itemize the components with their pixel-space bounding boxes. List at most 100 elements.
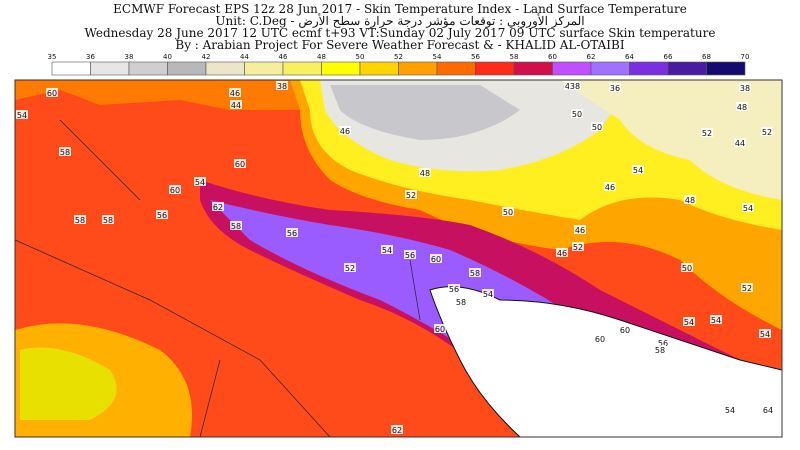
temperature-label: 60 <box>235 160 245 169</box>
temperature-label: 50 <box>682 264 692 273</box>
unit-line: Unit: C.Deg - المركز الأوروبي : توقعات م… <box>215 13 584 28</box>
colorbar-cell <box>90 61 130 76</box>
temperature-label: 46 <box>340 127 350 136</box>
label-box <box>74 215 86 224</box>
temperature-label: 62 <box>213 203 223 212</box>
colorbar-tick-label: 48 <box>317 53 326 61</box>
label-box <box>569 81 581 90</box>
label-box <box>657 338 669 347</box>
map-area: 3846444238363848505052525444464846464854… <box>14 79 783 438</box>
temperature-label: 52 <box>702 129 712 138</box>
temperature-label: 56 <box>157 211 167 220</box>
colorbar-tick-label: 42 <box>202 53 211 61</box>
temperature-label: 52 <box>406 191 416 200</box>
temperature-label: 60 <box>620 326 630 335</box>
temperature-label: 58 <box>470 269 480 278</box>
temperature-label: 52 <box>573 243 583 252</box>
label-box <box>276 81 288 90</box>
temperature-label: 50 <box>592 123 602 132</box>
label-box <box>742 203 754 212</box>
temperature-label: 52 <box>762 128 772 137</box>
label-box <box>156 210 168 219</box>
temperature-label: 50 <box>503 208 513 217</box>
colorbar-cell <box>205 61 245 76</box>
label-box <box>734 138 746 147</box>
temperature-label: 54 <box>633 166 643 175</box>
label-box <box>684 195 696 204</box>
colorbar-tick-label: 54 <box>433 53 442 61</box>
label-box <box>681 263 693 272</box>
colorbar-tick-label: 44 <box>240 53 249 61</box>
label-box <box>430 254 442 263</box>
header: ECMWF Forecast EPS 12z 28 Jun 2017 - Ski… <box>85 2 716 52</box>
temperature-label: 54 <box>684 318 694 327</box>
label-box <box>391 425 403 434</box>
colorbar-cell <box>321 61 361 76</box>
colorbar-cell <box>436 61 476 76</box>
colorbar-tick-label: 62 <box>587 53 596 61</box>
label-box <box>571 109 583 118</box>
temperature-label: 58 <box>655 346 665 355</box>
colorbar-tick-label: 40 <box>163 53 172 61</box>
temperature-label: 50 <box>572 110 582 119</box>
temperature-label: 54 <box>195 178 205 187</box>
label-box <box>230 100 242 109</box>
temperature-label: 38 <box>740 84 750 93</box>
temperature-label: 54 <box>17 111 27 120</box>
temperature-label: 62 <box>392 426 402 435</box>
label-box <box>654 345 666 354</box>
temperature-label: 60 <box>595 335 605 344</box>
title: ECMWF Forecast EPS 12z 28 Jun 2017 - Ski… <box>113 2 687 16</box>
temperature-label: 60 <box>47 89 57 98</box>
temperature-label: 60 <box>431 255 441 264</box>
borders <box>15 119 421 437</box>
colorbar-tick-label: 58 <box>510 53 519 61</box>
temperature-label: 46 <box>557 249 567 258</box>
temperature-label: 54 <box>483 290 493 299</box>
label-box <box>344 263 356 272</box>
temperature-label: 46 <box>575 226 585 235</box>
temperature-label: 58 <box>60 148 70 157</box>
sea <box>429 286 782 437</box>
colorbar-cell <box>513 61 553 76</box>
temperature-label: 58 <box>231 222 241 231</box>
colorbar-tick-label: 46 <box>279 53 288 61</box>
label-box <box>234 159 246 168</box>
label-box <box>455 297 467 306</box>
temperature-label: 56 <box>405 251 415 260</box>
label-box <box>701 128 713 137</box>
colorbar: 35 36 38 40 42 44 46 48 50 52 54 56 58 60 62 64 66 68 70 <box>48 53 750 76</box>
colorbar-tick-label: 68 <box>702 53 711 61</box>
temperature-label: 60 <box>435 325 445 334</box>
colorbar-tick-label: 70 <box>741 53 750 61</box>
label-box <box>212 202 224 211</box>
label-box <box>556 248 568 257</box>
colorbar-tick-label: 66 <box>664 53 673 61</box>
map-labels: 3846444238363848505052525444464846464854… <box>16 81 774 435</box>
temperature-label: 64 <box>763 406 773 415</box>
colorbar-tick-label: 64 <box>625 53 634 61</box>
label-box <box>724 405 736 414</box>
zone-orange <box>15 80 330 110</box>
temperature-label: 54 <box>711 316 721 325</box>
temperature-label: 36 <box>610 84 620 93</box>
label-box <box>739 83 751 92</box>
map-frame <box>14 79 783 438</box>
credit: By : Arabian Project For Severe Weather … <box>175 38 624 52</box>
label-box <box>761 127 773 136</box>
temperature-label: 48 <box>685 196 695 205</box>
temperature-label: 38 <box>570 82 580 91</box>
label-box <box>683 317 695 326</box>
colorbar-cell <box>244 61 284 76</box>
label-box <box>574 225 586 234</box>
colorbar-cell <box>398 61 438 76</box>
label-box <box>502 207 514 216</box>
temperature-label: 52 <box>742 284 752 293</box>
label-box <box>404 250 416 259</box>
label-box <box>102 215 114 224</box>
label-box <box>286 228 298 237</box>
temperature-label: 44 <box>231 101 241 110</box>
temperature-label: 54 <box>743 204 753 213</box>
label-box <box>632 165 644 174</box>
temperature-label: 44 <box>735 139 745 148</box>
